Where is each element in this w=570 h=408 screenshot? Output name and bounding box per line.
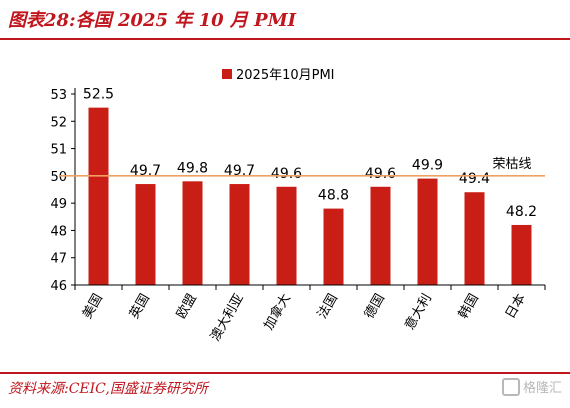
bar: [229, 184, 250, 285]
legend-swatch: [222, 69, 232, 79]
legend: 2025年10月PMI: [222, 68, 335, 83]
x-tick-label: 日本: [503, 292, 529, 322]
y-tick-label: 52: [50, 115, 67, 130]
bars: 52.5 49.7 49.8 49.7 49.6 48.8 49.6 49.9 49.4 48.2: [83, 87, 537, 285]
legend-label: 2025年10月PMI: [236, 68, 335, 83]
bar: [276, 186, 297, 285]
x-tick-label: 美国: [80, 292, 106, 322]
x-tick-label: 加拿大: [261, 291, 294, 333]
x-tick-label: 德国: [362, 292, 388, 322]
bar: [511, 224, 532, 285]
data-label: 49.6: [271, 166, 302, 182]
footer-rule: [0, 372, 570, 374]
y-tick-label: 50: [50, 170, 67, 185]
y-tick-label: 48: [50, 224, 67, 239]
x-tick-label: 欧盟: [174, 292, 200, 322]
bar: [135, 184, 156, 285]
data-label: 48.2: [506, 204, 537, 220]
y-tick-label: 53: [50, 88, 67, 103]
bar: [370, 186, 391, 285]
watermark: 格隆汇: [501, 378, 562, 400]
x-tick-label: 英国: [127, 292, 153, 322]
source-note: 资料来源:CEIC,国盛证券研究所: [8, 381, 208, 397]
data-label: 49.8: [177, 160, 208, 176]
bar: [323, 208, 344, 285]
bar: [88, 107, 109, 285]
data-label: 49.7: [224, 163, 255, 179]
x-tick-label: 意大利: [402, 291, 435, 333]
data-label: 49.4: [459, 171, 490, 187]
x-tick-label: 澳大利亚: [207, 291, 247, 344]
y-axis: 46 47 48 49 50 51 52 53: [50, 88, 76, 294]
y-tick-label: 49: [50, 197, 67, 212]
y-tick-label: 51: [50, 143, 67, 158]
bar: [464, 192, 485, 285]
reference-line-label: 荣枯线: [492, 157, 531, 172]
title-rule: [0, 38, 570, 40]
bar: [417, 178, 438, 285]
y-tick-label: 47: [50, 252, 67, 267]
watermark-logo-icon: [501, 378, 520, 396]
x-tick-label: 法国: [315, 292, 341, 322]
data-label: 52.5: [83, 87, 114, 103]
watermark-text: 格隆汇: [522, 381, 562, 396]
data-label: 49.9: [412, 158, 443, 174]
data-label: 48.8: [318, 188, 349, 204]
reference-line-group: 荣枯线: [60, 157, 545, 177]
figure-title: 图表28:各国 2025 年 10 月 PMI: [8, 10, 297, 31]
data-label: 49.7: [130, 163, 161, 179]
data-label: 49.6: [365, 166, 396, 182]
pmi-bar-chart: 2025年10月PMI 46 47 48 49 50 51 52 53 52.5 49.7 49.…: [50, 68, 546, 344]
bar: [182, 181, 203, 285]
x-tick-label: 韩国: [456, 292, 482, 322]
y-tick-label: 46: [50, 279, 67, 294]
x-axis: 美国 英国 欧盟 澳大利亚 加拿大 法国 德国 意大利 韩国 日本: [74, 284, 546, 344]
